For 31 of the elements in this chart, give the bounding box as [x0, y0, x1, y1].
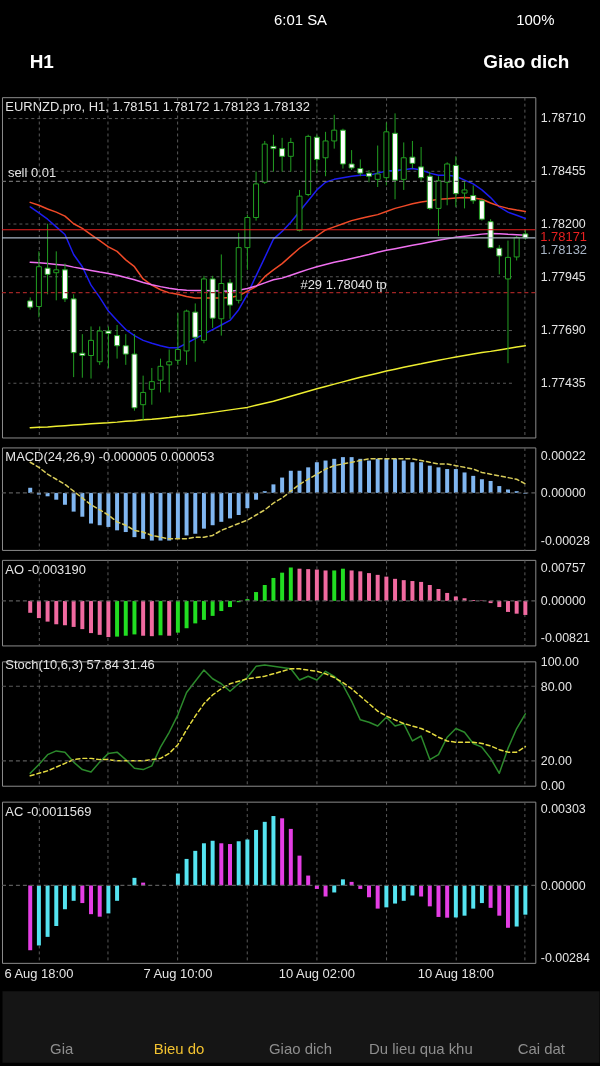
- text: Bieu do: [153, 1040, 205, 1058]
- y-tick-label: -0.00821: [540, 630, 590, 645]
- x-tick-label: 6 Aug 18:00: [4, 966, 74, 982]
- y-tick-label: 1.77435: [540, 375, 586, 390]
- chart-title: AO -0.003190: [5, 561, 86, 577]
- y-tick-label: 20.00: [540, 754, 572, 769]
- y-tick-label: 0.00022: [540, 448, 586, 463]
- x-tick-label: 10 Aug 02:00: [278, 966, 355, 982]
- text: 6:01 SA: [273, 10, 328, 28]
- text: H1: [29, 51, 54, 73]
- y-tick-label: 0.00: [540, 779, 566, 794]
- y-tick-label: -0.00028: [540, 534, 590, 549]
- text: Giao dich: [483, 51, 570, 73]
- y-tick-label: 80.00: [540, 679, 572, 694]
- chart-title: MACD(24,26,9) -0.000005 0.000053: [5, 449, 215, 465]
- y-tick-label: 0.00000: [540, 594, 586, 609]
- y-tick-label: 0.00757: [540, 560, 586, 575]
- text: 100%: [516, 10, 555, 28]
- y-tick-label: 0.00000: [540, 486, 586, 501]
- y-tick-label: 100.00: [540, 654, 579, 669]
- y-tick-label: 0.00303: [540, 802, 586, 817]
- x-tick-label: 10 Aug 18:00: [417, 966, 494, 982]
- y-tick-label: -0.00284: [540, 950, 590, 965]
- text: Cai dat: [517, 1040, 566, 1058]
- text: Giao dich: [269, 1040, 332, 1058]
- x-tick-label: 7 Aug 10:00: [143, 966, 213, 982]
- chart-title: Stoch(10,6,3) 57.84 31.46: [5, 657, 155, 673]
- text: Gia: [50, 1040, 74, 1058]
- chart-title: AC -0.0011569: [5, 803, 92, 819]
- y-tick-label: 0.00000: [540, 878, 586, 893]
- text: Du lieu qua khu: [369, 1040, 473, 1058]
